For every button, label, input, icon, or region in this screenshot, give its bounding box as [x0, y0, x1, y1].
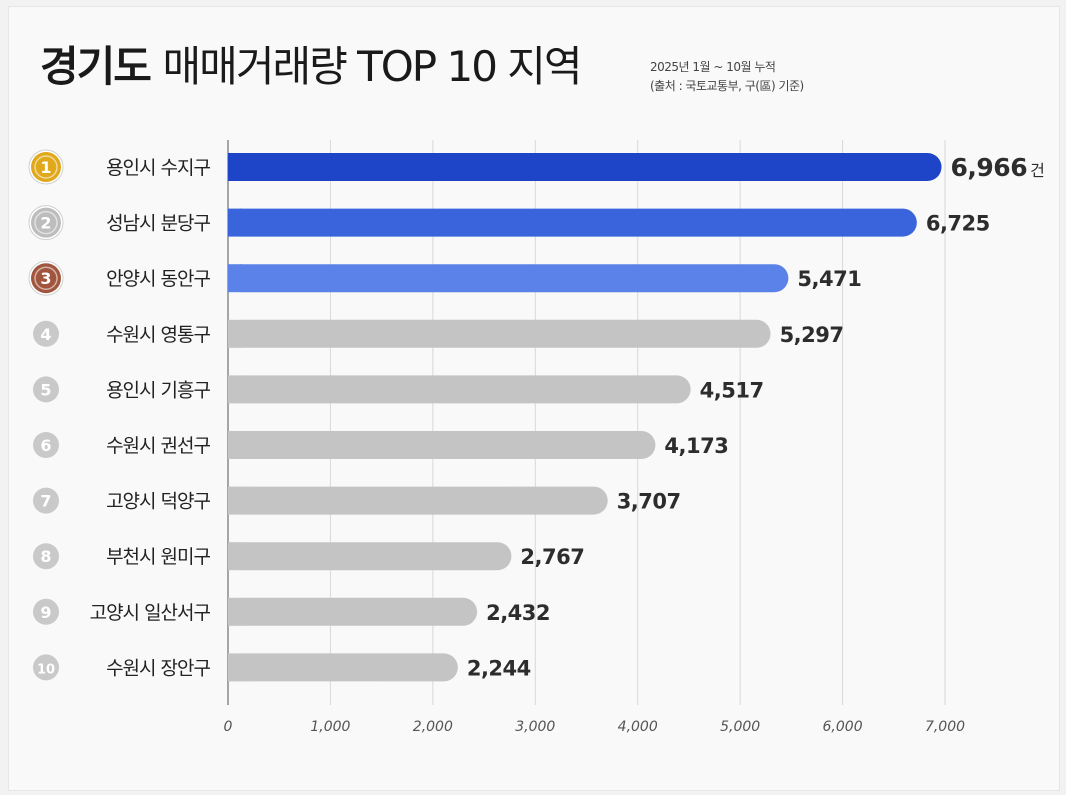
bar	[228, 264, 789, 293]
bar-left-cap	[228, 264, 242, 293]
medal-shine	[34, 266, 58, 290]
x-tick-label: 0	[224, 719, 233, 735]
bar-left-cap	[228, 153, 242, 181]
rank-number: 3	[40, 269, 51, 288]
rank-badge-icon	[33, 432, 59, 458]
x-tick-label: 1,000	[310, 719, 350, 735]
value-label: 5,297	[780, 323, 844, 347]
category-label: 고양시 덕양구	[106, 491, 210, 513]
subtitle: 2025년 1월 ~ 10월 누적 (출처 : 국토교통부, 구(區) 기준)	[650, 58, 804, 96]
bar	[228, 153, 942, 181]
bar-left-cap	[228, 319, 242, 348]
value-label: 4,173	[664, 434, 728, 458]
bar	[228, 486, 608, 515]
bar-left-cap	[228, 208, 242, 237]
value-label: 5,471	[797, 267, 861, 291]
rank-number: 2	[40, 214, 51, 233]
bar	[228, 319, 771, 348]
category-label: 용인시 수지구	[106, 157, 210, 179]
rank-number: 10	[37, 662, 55, 677]
unit-label: 건	[1030, 161, 1044, 180]
rank-number: 7	[40, 492, 51, 511]
bar-left-cap	[228, 431, 242, 459]
value-label: 3,707	[617, 490, 681, 514]
rank-badge-icon	[33, 487, 59, 514]
rank-number: 1	[40, 158, 51, 177]
category-label: 수원시 장안구	[106, 657, 210, 679]
rank-badge-icon	[33, 598, 59, 625]
rank-number: 4	[40, 325, 51, 344]
x-tick-label: 2,000	[413, 719, 453, 735]
rank-number: 5	[40, 380, 51, 399]
subtitle-period: 2025년 1월 ~ 10월 누적	[650, 60, 776, 74]
category-label: 안양시 동안구	[106, 268, 210, 290]
medal-shine	[34, 210, 58, 235]
x-tick-label: 4,000	[618, 719, 658, 735]
bar	[228, 597, 478, 626]
title-region: 경기도	[40, 42, 152, 91]
bar	[228, 431, 656, 459]
rank-badge-icon	[33, 543, 59, 570]
value-label: 6,725	[926, 212, 990, 236]
subtitle-source: (출처 : 국토교통부, 구(區) 기준)	[650, 79, 804, 93]
x-tick-label: 7,000	[925, 719, 965, 735]
x-tick-label: 6,000	[823, 719, 863, 735]
bar	[228, 653, 458, 682]
value-label: 2,432	[486, 601, 550, 625]
rank-badge-icon	[33, 320, 59, 347]
category-label: 부천시 원미구	[106, 546, 210, 568]
rank-number: 9	[40, 603, 51, 622]
chart-title: 경기도 매매거래량 TOP 10 지역	[40, 42, 583, 92]
medal-shine	[34, 155, 58, 179]
bar-left-cap	[228, 375, 242, 404]
bar	[228, 208, 917, 237]
value-label: 2,244	[467, 656, 531, 680]
bar-left-cap	[228, 542, 242, 571]
rank-number: 8	[40, 547, 51, 566]
bar	[228, 375, 691, 404]
category-label: 용인시 기흥구	[106, 379, 210, 401]
value-label: 6,966 건	[951, 153, 1045, 182]
category-label: 고양시 일산서구	[90, 602, 211, 624]
category-label: 수원시 영통구	[106, 324, 210, 346]
rank-badge-icon	[33, 376, 59, 403]
category-label: 성남시 분당구	[106, 213, 210, 235]
bar-left-cap	[228, 597, 242, 626]
bar-left-cap	[228, 486, 242, 515]
bar-left-cap	[228, 653, 242, 682]
rank-badge-icon	[33, 654, 59, 681]
bar	[228, 542, 512, 571]
x-tick-label: 5,000	[720, 719, 760, 735]
x-tick-label: 3,000	[515, 719, 555, 735]
category-label: 수원시 권선구	[106, 435, 210, 457]
value-label: 2,767	[520, 545, 584, 569]
rank-number: 6	[40, 436, 51, 455]
value-label: 4,517	[700, 378, 764, 402]
title-rest: 매매거래량 TOP 10 지역	[162, 42, 583, 91]
